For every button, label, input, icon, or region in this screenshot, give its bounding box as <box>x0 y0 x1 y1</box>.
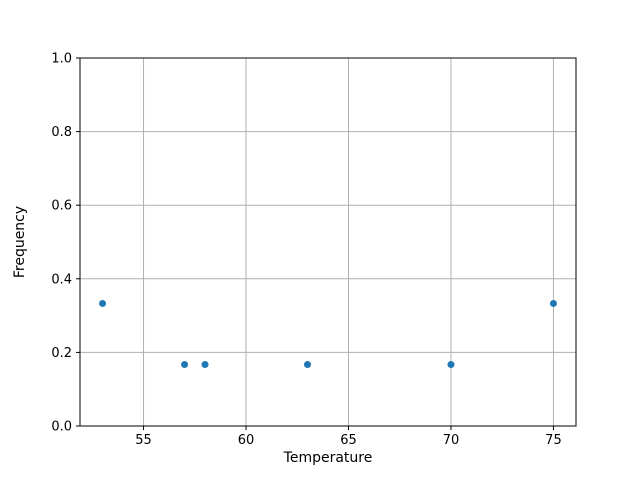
scatter-point <box>181 361 189 369</box>
axis-ticks: 55 60 65 70 75 0.0 0.2 0.4 0.6 0.8 1.0 <box>51 52 561 449</box>
y-tick-label: 0.2 <box>51 346 72 361</box>
scatter-point <box>201 361 209 369</box>
y-tick-label: 0.4 <box>51 272 72 287</box>
scatter-point <box>549 299 557 307</box>
x-tick-label: 75 <box>545 433 562 448</box>
y-tick-label: 1.0 <box>51 52 72 67</box>
y-tick-label: 0.0 <box>51 420 72 435</box>
axes-frame <box>79 57 577 427</box>
scatter-point <box>99 299 107 307</box>
scatter-point <box>304 361 312 369</box>
x-tick-label: 65 <box>340 433 357 448</box>
y-tick-label: 0.8 <box>51 125 72 140</box>
scatter-points <box>99 299 557 369</box>
x-tick-label: 55 <box>135 433 152 448</box>
grid-lines <box>80 57 576 427</box>
x-tick-label: 60 <box>238 433 255 448</box>
scatter-point <box>447 361 455 369</box>
x-tick-label: 70 <box>443 433 460 448</box>
y-axis-label: Frequency <box>12 206 28 278</box>
y-tick-label: 0.6 <box>51 199 72 214</box>
x-axis-label: Temperature <box>283 450 373 466</box>
